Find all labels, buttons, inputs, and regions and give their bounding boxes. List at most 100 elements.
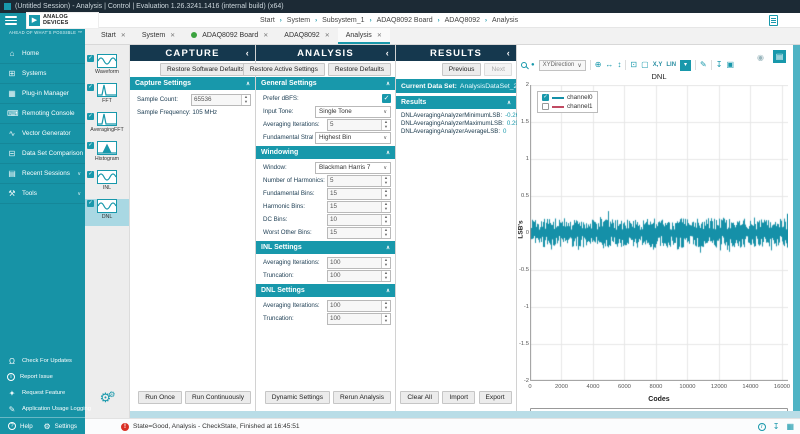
breadcrumb-item-adaq8092-board[interactable]: ADAQ8092 Board: [376, 17, 433, 24]
tool-item-inl[interactable]: ✓ INL: [85, 170, 129, 197]
input-tone-select[interactable]: Single Tone ∨: [315, 105, 391, 118]
import-button[interactable]: Import: [442, 391, 476, 404]
step-up-icon[interactable]: ▲: [384, 118, 388, 124]
download-icon[interactable]: ↧: [772, 422, 780, 431]
close-icon[interactable]: ✕: [324, 32, 330, 39]
analysis-panel-header[interactable]: ANALYSIS ‹: [256, 45, 395, 61]
step-up-icon[interactable]: ▲: [384, 187, 388, 193]
step-down-icon[interactable]: ▼: [384, 179, 388, 185]
step-down-icon[interactable]: ▼: [384, 261, 388, 267]
step-down-icon[interactable]: ▼: [384, 274, 388, 280]
sidebar-item-plug-in-manager[interactable]: ▦ Plug-in Manager: [0, 84, 85, 104]
pan-icon[interactable]: ●: [531, 62, 535, 68]
help-button[interactable]: ? Help: [8, 422, 33, 430]
step-up-icon[interactable]: ▲: [384, 312, 388, 318]
sidebar-item-report-issue[interactable]: i Report Issue: [0, 369, 85, 385]
truncation-stepper[interactable]: 100 ▲ ▼: [327, 269, 391, 282]
tool-checkbox[interactable]: ✓: [87, 142, 94, 149]
capture-panel-header[interactable]: CAPTURE ‹: [130, 45, 255, 61]
stepper-arrows-icon[interactable]: ▲ ▼: [381, 256, 390, 268]
settings-button[interactable]: ⚙ Settings: [43, 421, 77, 431]
step-up-icon[interactable]: ▲: [384, 200, 388, 206]
step-down-icon[interactable]: ▼: [384, 231, 388, 237]
breadcrumb-item-analysis[interactable]: Analysis: [492, 17, 519, 24]
zoom-icon[interactable]: [521, 62, 527, 68]
tool-checkbox[interactable]: ✓: [87, 171, 94, 178]
worst-other-bins-stepper[interactable]: 15 ▲ ▼: [327, 226, 391, 239]
stepper-arrows-icon[interactable]: ▲ ▼: [381, 187, 390, 199]
zoom-horizontal-icon[interactable]: ↔: [605, 60, 614, 69]
collapse-left-icon[interactable]: ‹: [245, 48, 250, 58]
window-select[interactable]: Blackman Harris 7 ∨: [315, 161, 391, 174]
sidebar-item-vector-generator[interactable]: ∿ Vector Generator: [0, 124, 85, 144]
results-panel-header[interactable]: RESULTS ‹: [396, 45, 516, 61]
sidebar-item-remoting-console[interactable]: ⌨ Remoting Console: [0, 104, 85, 124]
tool-checkbox[interactable]: ✓: [87, 55, 94, 62]
run-once-button[interactable]: Run Once: [138, 391, 182, 404]
breadcrumb-item-system[interactable]: System: [286, 17, 311, 24]
stepper-arrows-icon[interactable]: ▲ ▼: [381, 118, 390, 130]
clear-all-button[interactable]: Clear All: [400, 391, 439, 404]
collapse-left-icon[interactable]: ‹: [385, 48, 390, 58]
tab-analysis[interactable]: Analysis ✕: [337, 28, 390, 44]
averaging-iterations-stepper[interactable]: 100 ▲ ▼: [327, 299, 391, 312]
chart-menu-button[interactable]: ▤: [773, 50, 786, 63]
section-bar-windowing[interactable]: Windowing ∧: [256, 146, 395, 159]
tool-item-fft[interactable]: ✓ FFT: [85, 83, 129, 110]
breadcrumb-item-start[interactable]: Start: [260, 17, 275, 24]
plot-area[interactable]: LSB's Codes ◂ ▸ 21.510.50-0.5-1-1.5-2020…: [517, 45, 793, 417]
layout-grid-icon[interactable]: ▦: [786, 422, 794, 431]
close-icon[interactable]: ✕: [120, 32, 126, 39]
sidebar-item-home[interactable]: ⌂ Home: [0, 44, 85, 64]
sidebar-item-systems[interactable]: ⊞ Systems: [0, 64, 85, 84]
annotate-icon[interactable]: ✎: [700, 60, 707, 69]
tab-adaq8092[interactable]: ADAQ8092 ✕: [276, 28, 337, 44]
close-icon[interactable]: ✕: [376, 32, 382, 39]
legend-item-channel1[interactable]: ✓ channel1: [542, 103, 593, 110]
step-up-icon[interactable]: ▲: [384, 174, 388, 180]
tab-system[interactable]: System ✕: [134, 28, 183, 44]
averaging-iterations-stepper[interactable]: 5 ▲ ▼: [327, 118, 391, 131]
stepper-arrows-icon[interactable]: ▲ ▼: [381, 299, 390, 311]
fit-view-icon[interactable]: ⊡: [630, 60, 638, 69]
collapse-up-icon[interactable]: ∧: [385, 80, 390, 87]
tool-item-dnl[interactable]: ✓ DNL: [85, 199, 129, 226]
collapse-up-icon[interactable]: ∧: [506, 99, 511, 106]
dc-bins-stepper[interactable]: 10 ▲ ▼: [327, 213, 391, 226]
export-button[interactable]: Export: [478, 391, 512, 404]
stepper-arrows-icon[interactable]: ▲ ▼: [381, 270, 390, 281]
sidebar-item-check-for-updates[interactable]: Ω Check For Updates: [0, 353, 85, 369]
collapse-left-icon[interactable]: ‹: [506, 48, 511, 58]
export-data-icon[interactable]: ↧: [715, 60, 723, 69]
sidebar-item-data-set-comparison[interactable]: ⊟ Data Set Comparison: [0, 144, 85, 164]
fundamental-strategy-select[interactable]: Highest Bin ∨: [315, 131, 391, 144]
section-bar-general-settings[interactable]: General Settings ∧: [256, 77, 395, 90]
step-down-icon[interactable]: ▼: [384, 205, 388, 211]
rerun-analysis-button[interactable]: Rerun Analysis: [333, 391, 391, 404]
step-down-icon[interactable]: ▼: [384, 218, 388, 224]
stepper-arrows-icon[interactable]: ▲ ▼: [381, 213, 390, 225]
tab-start[interactable]: Start ✕: [93, 28, 134, 44]
step-down-icon[interactable]: ▼: [384, 317, 388, 323]
stepper-arrows-icon[interactable]: ▲ ▼: [381, 227, 390, 238]
stepper-arrows-icon[interactable]: ▲ ▼: [381, 174, 390, 186]
box-zoom-icon[interactable]: ▢: [641, 60, 649, 69]
next-result-button[interactable]: Next: [484, 62, 512, 76]
tool-checkbox[interactable]: ✓: [87, 113, 94, 120]
step-up-icon[interactable]: ▲: [384, 213, 388, 219]
prefer-dbfs-checkbox[interactable]: ✓: [382, 94, 391, 103]
collapse-up-icon[interactable]: ∧: [245, 80, 250, 87]
info-icon[interactable]: i: [757, 422, 766, 431]
section-bar-inl-settings[interactable]: INL Settings ∧: [256, 241, 395, 254]
run-continuously-button[interactable]: Run Continuously: [184, 391, 251, 404]
sidebar-item-application-usage-logging[interactable]: ✎ Application Usage Logging: [0, 401, 91, 417]
number-of-harmonics-stepper[interactable]: 5 ▲ ▼: [327, 174, 391, 187]
dynamic-settings-button[interactable]: Dynamic Settings: [264, 391, 331, 404]
close-icon[interactable]: ✕: [170, 32, 176, 39]
step-up-icon[interactable]: ▲: [384, 256, 388, 262]
results-section-bar[interactable]: Results ∧: [396, 96, 516, 109]
tool-item-averagingfft[interactable]: ✓ AveragingFFT: [85, 112, 129, 139]
dnl-noise-plot[interactable]: [530, 85, 788, 381]
stepper-arrows-icon[interactable]: ▲ ▼: [381, 200, 390, 212]
step-up-icon[interactable]: ▲: [384, 299, 388, 305]
